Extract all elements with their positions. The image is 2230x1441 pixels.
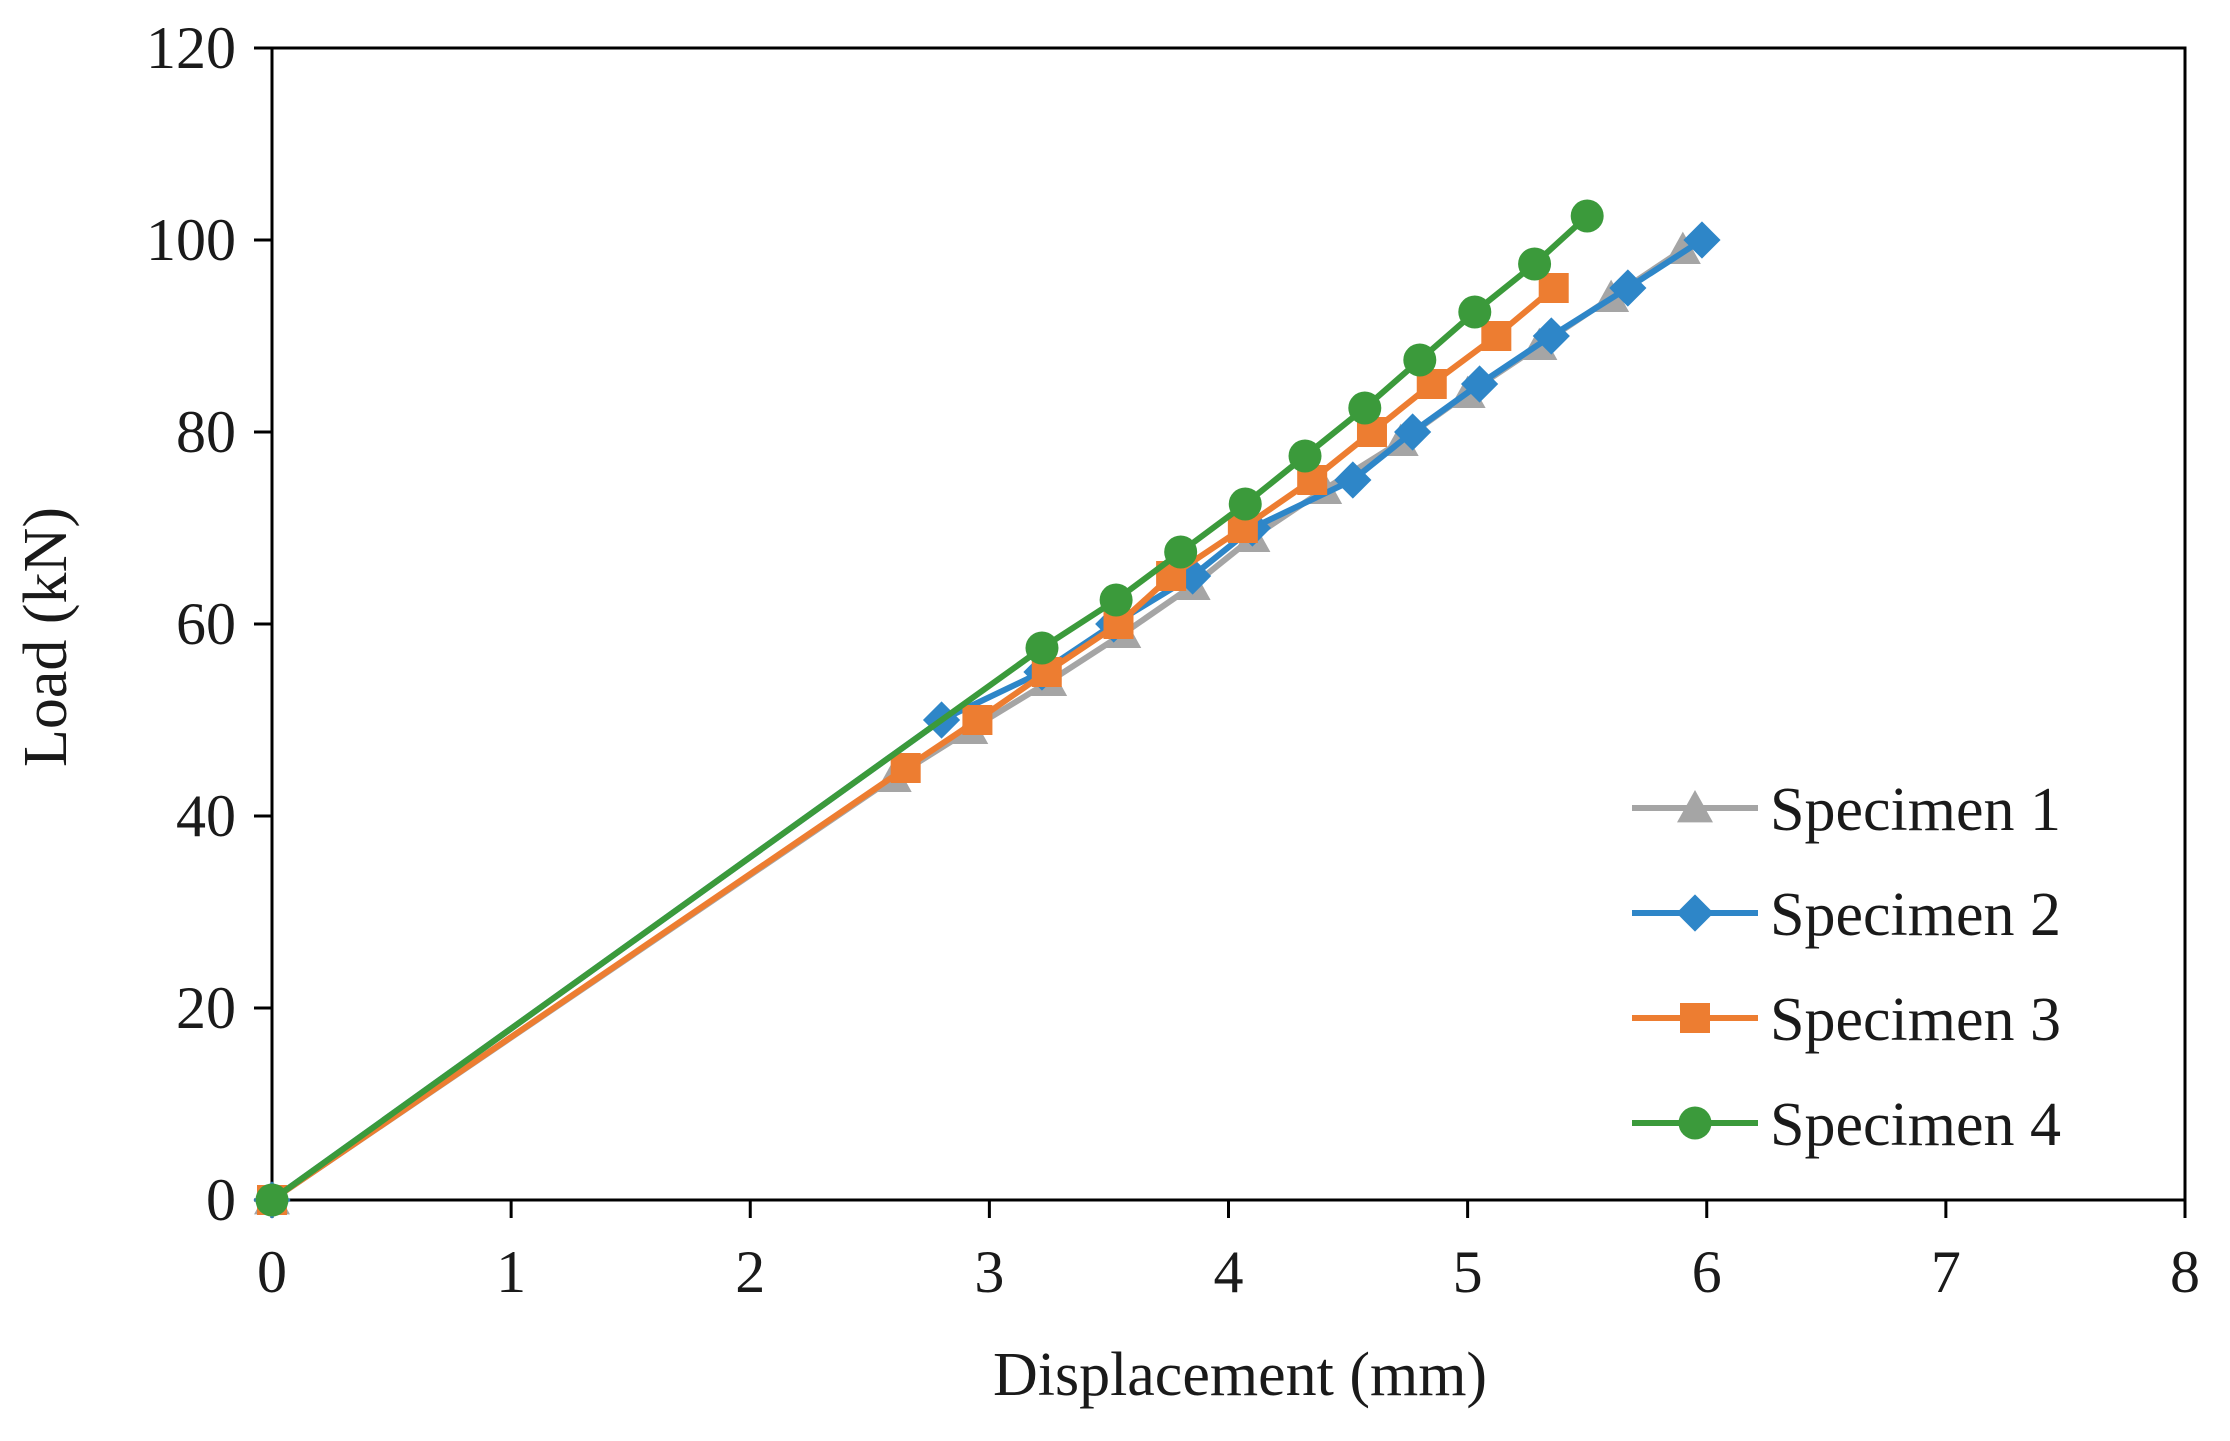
data-point [1481, 321, 1512, 351]
legend-item: Specimen 2 [1632, 881, 2061, 949]
data-point [1228, 487, 1262, 521]
legend-label: Specimen 2 [1770, 881, 2061, 949]
y-tick-label: 40 [176, 783, 236, 849]
data-point [1683, 221, 1721, 259]
data-point [1532, 317, 1570, 355]
legend-marker [1677, 790, 1713, 823]
x-tick-label: 5 [1453, 1239, 1483, 1305]
data-point [1099, 583, 1133, 617]
x-axis-title: Displacement (mm) [993, 1341, 1487, 1409]
data-point [1518, 247, 1552, 281]
x-tick-label: 3 [974, 1239, 1004, 1305]
y-tick-label: 100 [146, 207, 236, 273]
data-point [1538, 273, 1569, 303]
series-line [269, 237, 1705, 1203]
legend-item: Specimen 4 [1632, 1091, 2061, 1159]
legend-marker [1676, 894, 1714, 932]
data-point [1025, 631, 1059, 665]
data-point [890, 753, 921, 783]
data-point [1394, 413, 1432, 451]
legend-label: Specimen 4 [1770, 1091, 2061, 1159]
series-line [269, 213, 1591, 1203]
data-point [962, 705, 993, 735]
data-point [1609, 269, 1647, 307]
x-tick-label: 0 [257, 1239, 287, 1305]
x-tick-label: 2 [735, 1239, 765, 1305]
series-4 [255, 199, 1604, 1217]
legend-item: Specimen 3 [1632, 986, 2061, 1054]
legend-marker [1680, 1003, 1710, 1033]
y-tick-label: 60 [176, 591, 236, 657]
legend-label: Specimen 3 [1770, 986, 2061, 1054]
data-point [1164, 535, 1198, 569]
x-tick-label: 8 [2170, 1239, 2200, 1305]
data-point [1458, 295, 1492, 329]
data-point [255, 1183, 289, 1217]
y-tick-label: 20 [176, 975, 236, 1041]
data-point [1460, 365, 1499, 403]
x-tick-label: 6 [1692, 1239, 1722, 1305]
legend-label: Specimen 1 [1770, 776, 2061, 844]
data-point [1334, 461, 1372, 499]
data-point [1570, 199, 1604, 233]
data-point [1288, 439, 1322, 473]
x-tick-label: 4 [1214, 1239, 1244, 1305]
y-tick-label: 80 [176, 399, 236, 465]
y-tick-label: 0 [206, 1167, 236, 1233]
legend-marker [1678, 1106, 1712, 1140]
legend-item: Specimen 1 [1632, 776, 2061, 844]
data-point [1403, 343, 1437, 377]
x-tick-label: 7 [1931, 1239, 1961, 1305]
legend: Specimen 1 Specimen 2 Specimen 3 Specimen 4 [1632, 776, 2061, 1159]
y-tick-label: 120 [146, 15, 236, 81]
x-tick-label: 1 [496, 1239, 526, 1305]
y-axis-title: Load (kN) [12, 507, 80, 767]
data-point [1348, 391, 1382, 425]
